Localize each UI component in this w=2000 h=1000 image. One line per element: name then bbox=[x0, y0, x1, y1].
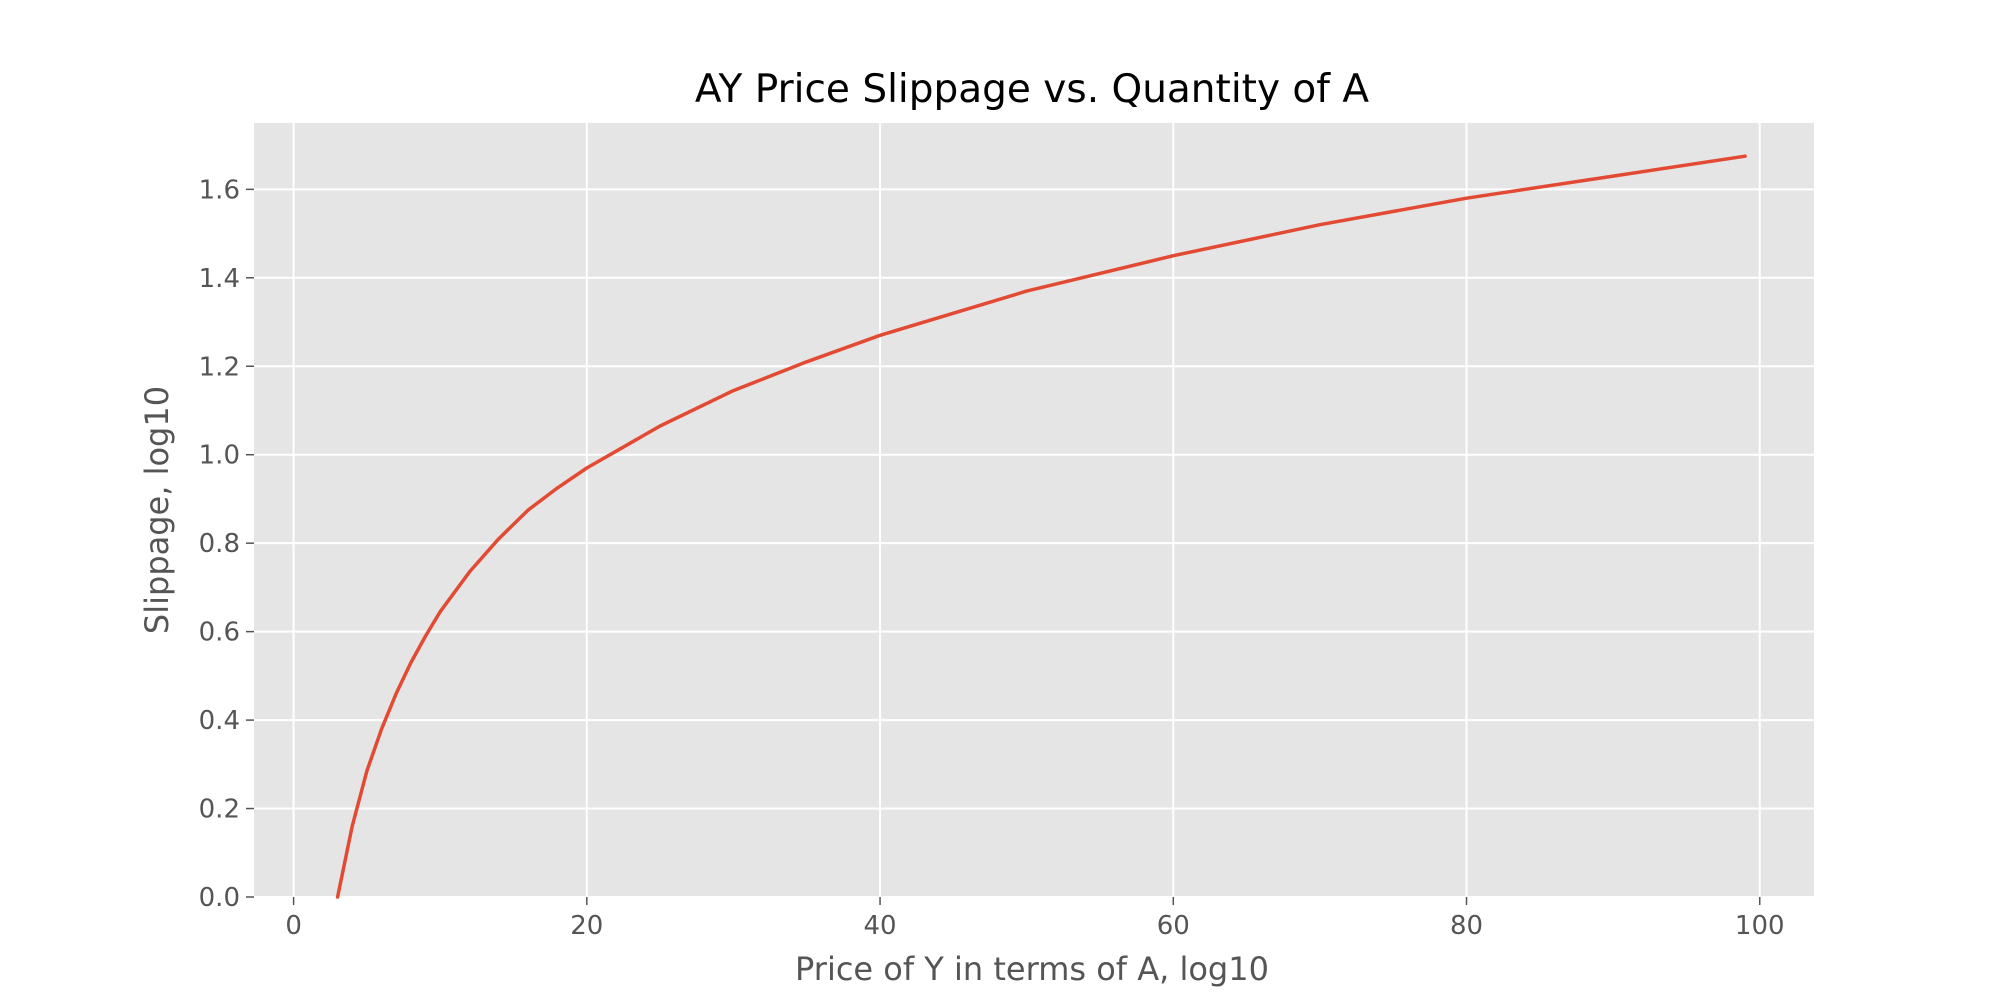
plot-area bbox=[254, 123, 1814, 897]
y-tick-label: 0.2 bbox=[199, 795, 240, 825]
y-axis-label: Slippage, log10 bbox=[138, 386, 176, 634]
x-axis-ticks: 0 20 40 60 80 100 bbox=[285, 897, 1785, 941]
x-axis-label: Price of Y in terms of A, log10 bbox=[795, 950, 1269, 988]
y-tick-label: 1.4 bbox=[199, 264, 240, 294]
y-tick-label: 1.0 bbox=[199, 441, 240, 471]
y-tick-label: 1.2 bbox=[199, 352, 240, 382]
y-tick-label: 1.6 bbox=[199, 175, 240, 205]
x-tick-label: 60 bbox=[1157, 911, 1190, 941]
series-line bbox=[335, 154, 1747, 899]
y-axis-ticks: 0.0 0.2 0.4 0.6 0.8 1.0 1.2 1.4 1.6 bbox=[199, 175, 254, 913]
x-tick-label: 80 bbox=[1450, 911, 1483, 941]
chart-title: AY Price Slippage vs. Quantity of A bbox=[695, 67, 1369, 112]
x-gridlines bbox=[292, 123, 1761, 897]
y-tick-label: 0.0 bbox=[199, 883, 240, 913]
x-tick-label: 20 bbox=[570, 911, 603, 941]
y-tick-label: 0.6 bbox=[199, 618, 240, 648]
y-gridlines bbox=[254, 188, 1814, 898]
y-tick-label: 0.8 bbox=[199, 529, 240, 559]
x-tick-label: 40 bbox=[864, 911, 897, 941]
y-tick-label: 0.4 bbox=[199, 706, 240, 736]
x-tick-label: 100 bbox=[1735, 911, 1785, 941]
x-tick-label: 0 bbox=[285, 911, 302, 941]
